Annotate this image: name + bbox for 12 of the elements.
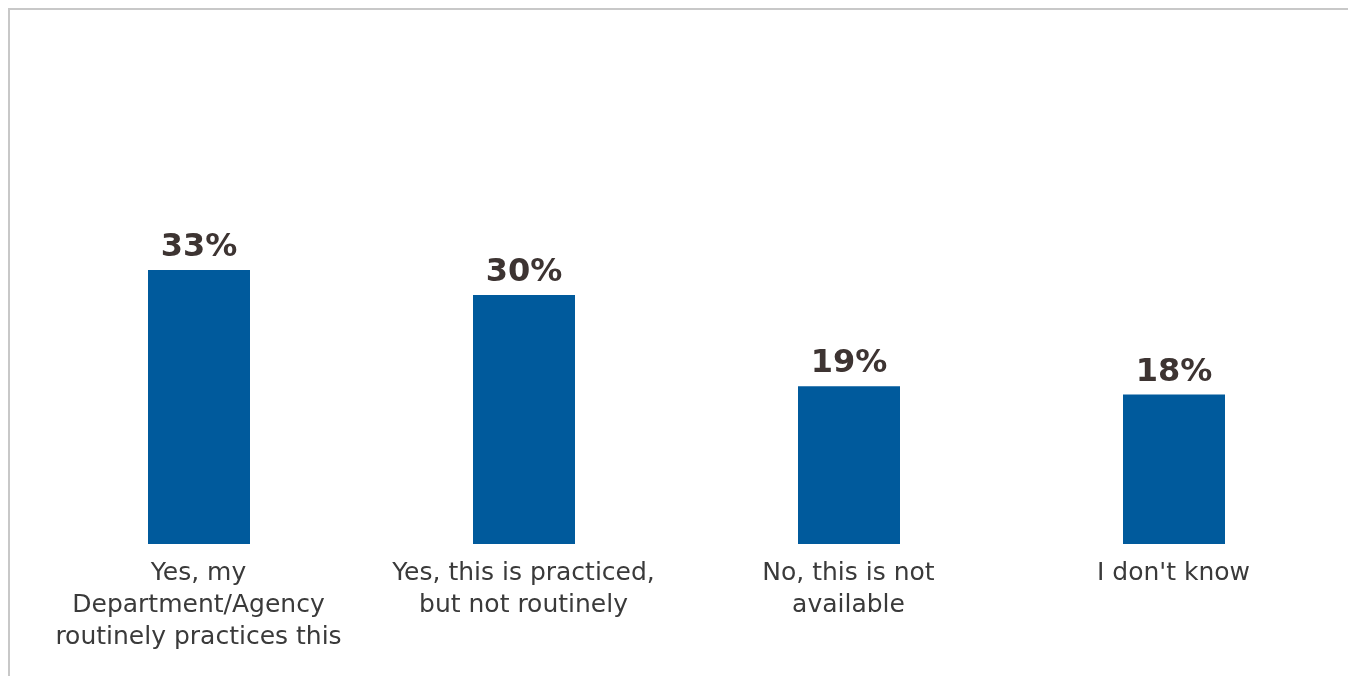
data-label: 30%	[485, 250, 563, 289]
data-label: 18%	[1135, 350, 1213, 389]
x-tick-label: I don't know	[1096, 557, 1251, 586]
bar	[148, 270, 250, 544]
data-label: 33%	[160, 226, 238, 264]
data-label: 19%	[810, 342, 888, 381]
x-tick-label: Yes, this is practiced, but not routinely	[391, 557, 655, 618]
bar	[473, 294, 575, 544]
x-tick-label: No, this is not available	[762, 557, 935, 618]
bar	[798, 386, 900, 544]
x-tick-label: Yes, my Department/Agency routinely practices this	[55, 557, 342, 650]
bar	[1123, 394, 1225, 544]
